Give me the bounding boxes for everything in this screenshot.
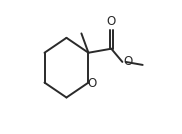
Text: O: O bbox=[87, 77, 96, 90]
Text: O: O bbox=[124, 55, 133, 68]
Text: O: O bbox=[107, 15, 116, 28]
